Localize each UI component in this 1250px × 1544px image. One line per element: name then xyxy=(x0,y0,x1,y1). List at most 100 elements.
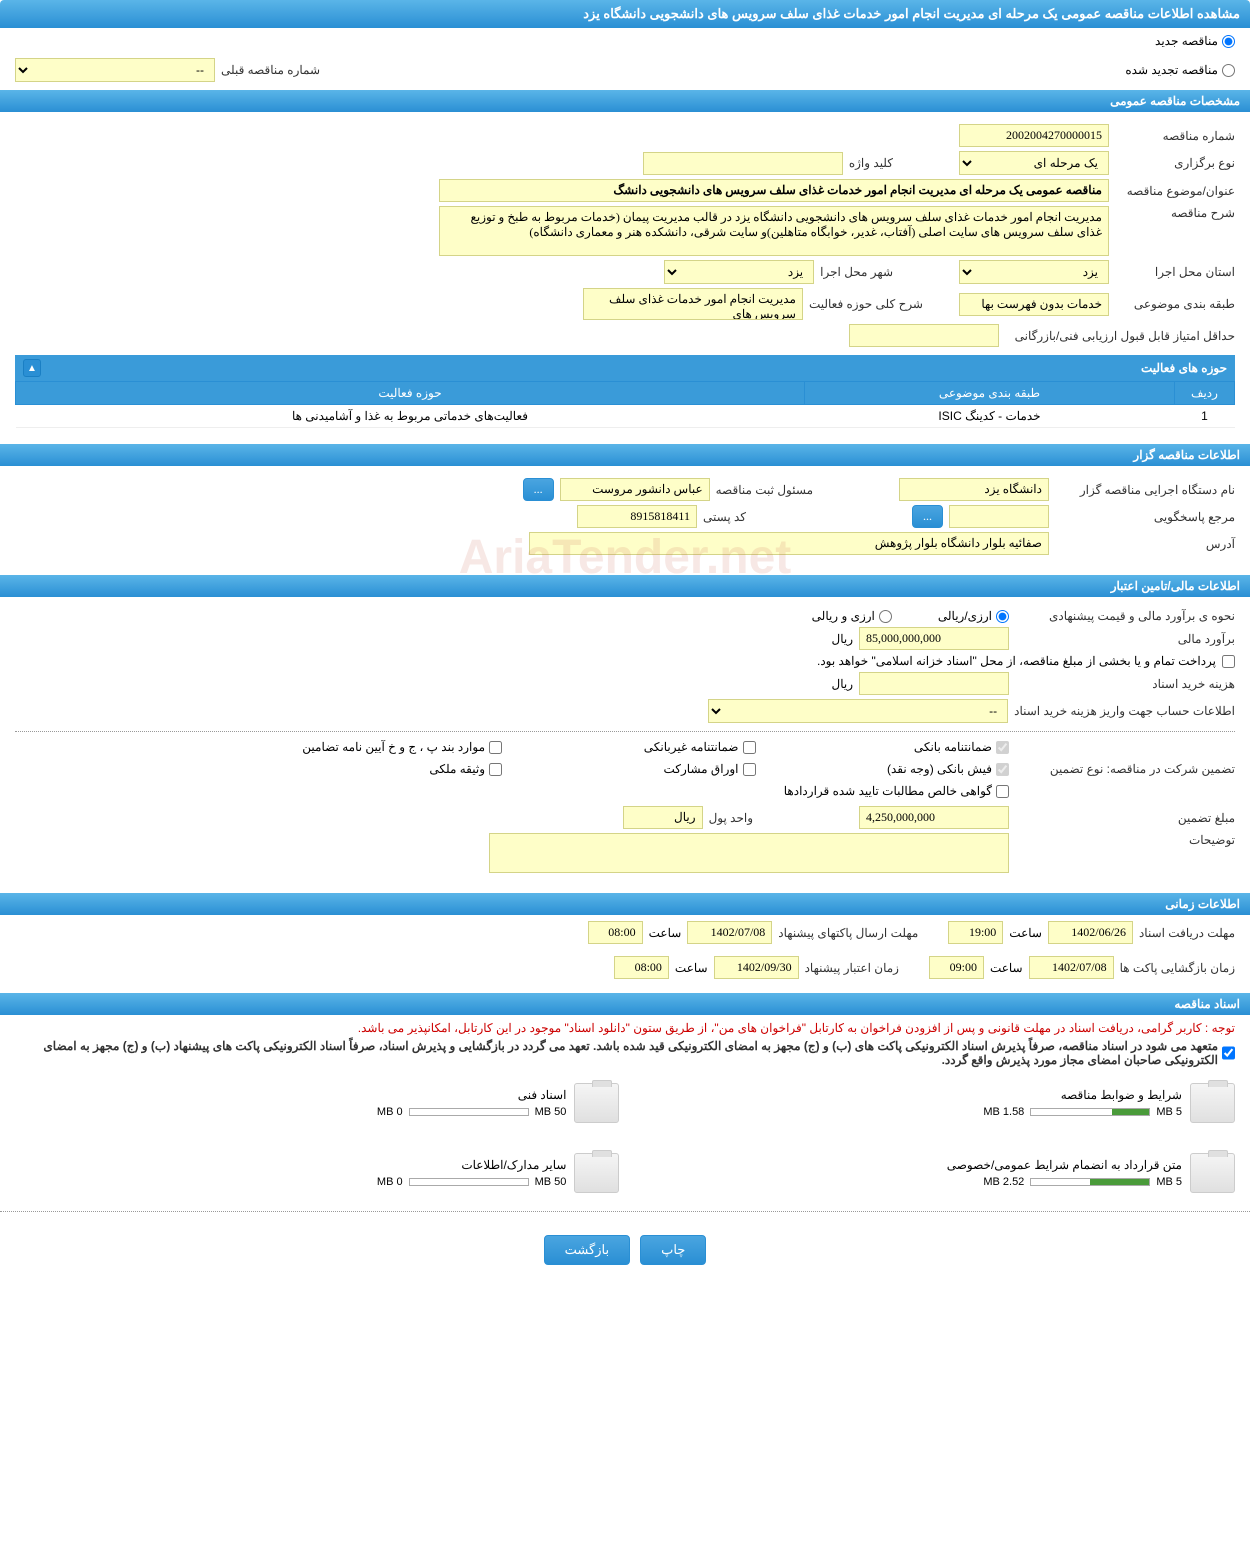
progress-track xyxy=(1030,1108,1150,1116)
registrar-input[interactable] xyxy=(560,478,710,501)
keyword-input[interactable] xyxy=(643,152,843,175)
bank-checkbox[interactable] xyxy=(996,741,1009,754)
estimate-label: برآورد مالی xyxy=(1015,632,1235,646)
back-button[interactable]: بازگشت xyxy=(544,1235,630,1265)
participation-label: اوراق مشارکت xyxy=(664,762,739,776)
opening-date[interactable] xyxy=(1029,956,1114,979)
estimate-input[interactable] xyxy=(859,627,1009,650)
doc-total: 5 MB xyxy=(1156,1176,1182,1188)
nonbank-checkbox[interactable] xyxy=(743,741,756,754)
subject-input[interactable] xyxy=(439,179,1109,202)
tender-number-label: شماره مناقصه xyxy=(1115,129,1235,143)
nonbank-label: ضمانتنامه غیربانکی xyxy=(644,740,739,754)
property-checkbox[interactable] xyxy=(489,763,502,776)
doc-total: 50 MB xyxy=(535,1176,567,1188)
doc-title: سایر مدارک/اطلاعات xyxy=(34,1158,567,1172)
bond-checkbox[interactable] xyxy=(489,741,502,754)
progress-track xyxy=(409,1108,529,1116)
account-select[interactable]: -- xyxy=(708,699,1008,723)
tender-number-input[interactable] xyxy=(959,124,1109,147)
section-documents: اسناد مناقصه xyxy=(0,993,1250,1015)
bond-label: موارد بند پ ، ج و خ آیین نامه تضامین xyxy=(302,740,485,754)
category-input[interactable] xyxy=(959,293,1109,316)
renewed-tender-radio[interactable] xyxy=(1222,64,1235,77)
page-title: مشاهده اطلاعات مناقصه عمومی یک مرحله ای … xyxy=(0,0,1250,28)
folder-icon xyxy=(1190,1153,1235,1193)
section-organizer: اطلاعات مناقصه گزار xyxy=(0,444,1250,466)
keyword-label: کلید واژه xyxy=(849,156,893,170)
agency-label: نام دستگاه اجرایی مناقصه گزار xyxy=(1055,483,1235,497)
doc-used: 0 MB xyxy=(377,1176,403,1188)
province-label: استان محل اجرا xyxy=(1115,265,1235,279)
guarantee-amount-input[interactable] xyxy=(859,806,1009,829)
address-label: آدرس xyxy=(1055,537,1235,551)
progress-track xyxy=(409,1178,529,1186)
doc-title: متن قرارداد به انضمام شرایط عمومی/خصوصی xyxy=(649,1158,1182,1172)
holding-type-label: نوع برگزاری xyxy=(1115,156,1235,170)
new-tender-label: مناقصه جدید xyxy=(1155,34,1218,48)
netclaims-label: گواهی خالص مطالبات تایید شده قراردادها xyxy=(784,784,992,798)
min-score-input[interactable] xyxy=(849,324,999,347)
response-input[interactable] xyxy=(949,505,1049,528)
more-button[interactable]: ... xyxy=(523,478,554,501)
guarantee-type-label: تضمین شرکت در مناقصه: نوع تضمین xyxy=(1015,762,1235,776)
rial-label: ارزی/ریالی xyxy=(938,609,992,623)
doc-deadline-time[interactable] xyxy=(948,921,1003,944)
collapse-button[interactable]: ▲ xyxy=(23,359,41,377)
table-header: طبقه بندی موضوعی xyxy=(804,382,1174,405)
holding-type-select[interactable]: یک مرحله ای xyxy=(959,151,1109,175)
postal-input[interactable] xyxy=(577,505,697,528)
envelope-deadline-time[interactable] xyxy=(588,921,643,944)
validity-date[interactable] xyxy=(714,956,799,979)
payment-note: پرداخت تمام و یا بخشی از مبلغ مناقصه، از… xyxy=(817,654,1216,668)
document-item: اسناد فنی 50 MB 0 MB xyxy=(34,1083,620,1123)
more-button-2[interactable]: ... xyxy=(912,505,943,528)
currency-unit-input[interactable] xyxy=(623,806,703,829)
cash-checkbox[interactable] xyxy=(996,763,1009,776)
address-input[interactable] xyxy=(529,532,1049,555)
envelope-deadline-label: مهلت ارسال پاکتهای پیشنهاد xyxy=(778,926,918,940)
commitment-checkbox[interactable] xyxy=(1222,1039,1235,1067)
property-label: وثیقه ملکی xyxy=(429,762,485,776)
city-select[interactable]: یزد xyxy=(664,260,814,284)
table-row: 1 خدمات - کدینگ ISIC فعالیت‌های خدماتی م… xyxy=(16,405,1235,428)
agency-input[interactable] xyxy=(899,478,1049,501)
doc-deadline-label: مهلت دریافت اسناد xyxy=(1139,926,1235,940)
subject-label: عنوان/موضوع مناقصه xyxy=(1115,184,1235,198)
rial-radio[interactable] xyxy=(996,610,1009,623)
notes-textarea[interactable] xyxy=(489,833,1009,873)
doc-used: 2.52 MB xyxy=(983,1176,1024,1188)
foreign-radio[interactable] xyxy=(879,610,892,623)
validity-time[interactable] xyxy=(614,956,669,979)
doc-fee-input[interactable] xyxy=(859,672,1009,695)
activity-scope-input[interactable]: مدیریت انجام امور خدمات غذای سلف سرویس ه… xyxy=(583,288,803,320)
desc-textarea[interactable]: مدیریت انجام امور خدمات غذای سلف سرویس ه… xyxy=(439,206,1109,256)
envelope-deadline-date[interactable] xyxy=(687,921,772,944)
province-select[interactable]: یزد xyxy=(959,260,1109,284)
doc-total: 50 MB xyxy=(535,1106,567,1118)
account-label: اطلاعات حساب جهت واریز هزینه خرید اسناد xyxy=(1014,704,1235,718)
document-item: شرایط و ضوابط مناقصه 5 MB 1.58 MB xyxy=(649,1083,1235,1123)
notes-label: توضیحات xyxy=(1015,833,1235,847)
rial-unit-2: ریال xyxy=(831,677,853,691)
time-label: ساعت xyxy=(649,926,682,940)
payment-note-checkbox[interactable] xyxy=(1222,655,1235,668)
doc-used: 1.58 MB xyxy=(983,1106,1024,1118)
netclaims-checkbox[interactable] xyxy=(996,785,1009,798)
doc-deadline-date[interactable] xyxy=(1048,921,1133,944)
cash-label: فیش بانکی (وجه نقد) xyxy=(887,762,992,776)
print-button[interactable]: چاپ xyxy=(640,1235,706,1265)
doc-total: 5 MB xyxy=(1156,1106,1182,1118)
opening-time[interactable] xyxy=(929,956,984,979)
prev-number-select[interactable]: -- xyxy=(15,58,215,82)
doc-title: شرایط و ضوابط مناقصه xyxy=(649,1088,1182,1102)
city-label: شهر محل اجرا xyxy=(820,265,893,279)
registrar-label: مسئول ثبت مناقصه xyxy=(716,483,813,497)
commitment-text: متعهد می شود در اسناد مناقصه، صرفاً پذیر… xyxy=(15,1039,1218,1067)
doc-title: اسناد فنی xyxy=(34,1088,567,1102)
doc-fee-label: هزینه خرید اسناد xyxy=(1015,677,1235,691)
guarantee-amount-label: مبلغ تضمین xyxy=(1015,811,1235,825)
new-tender-radio[interactable] xyxy=(1222,35,1235,48)
participation-checkbox[interactable] xyxy=(743,763,756,776)
category-label: طبقه بندی موضوعی xyxy=(1115,297,1235,311)
